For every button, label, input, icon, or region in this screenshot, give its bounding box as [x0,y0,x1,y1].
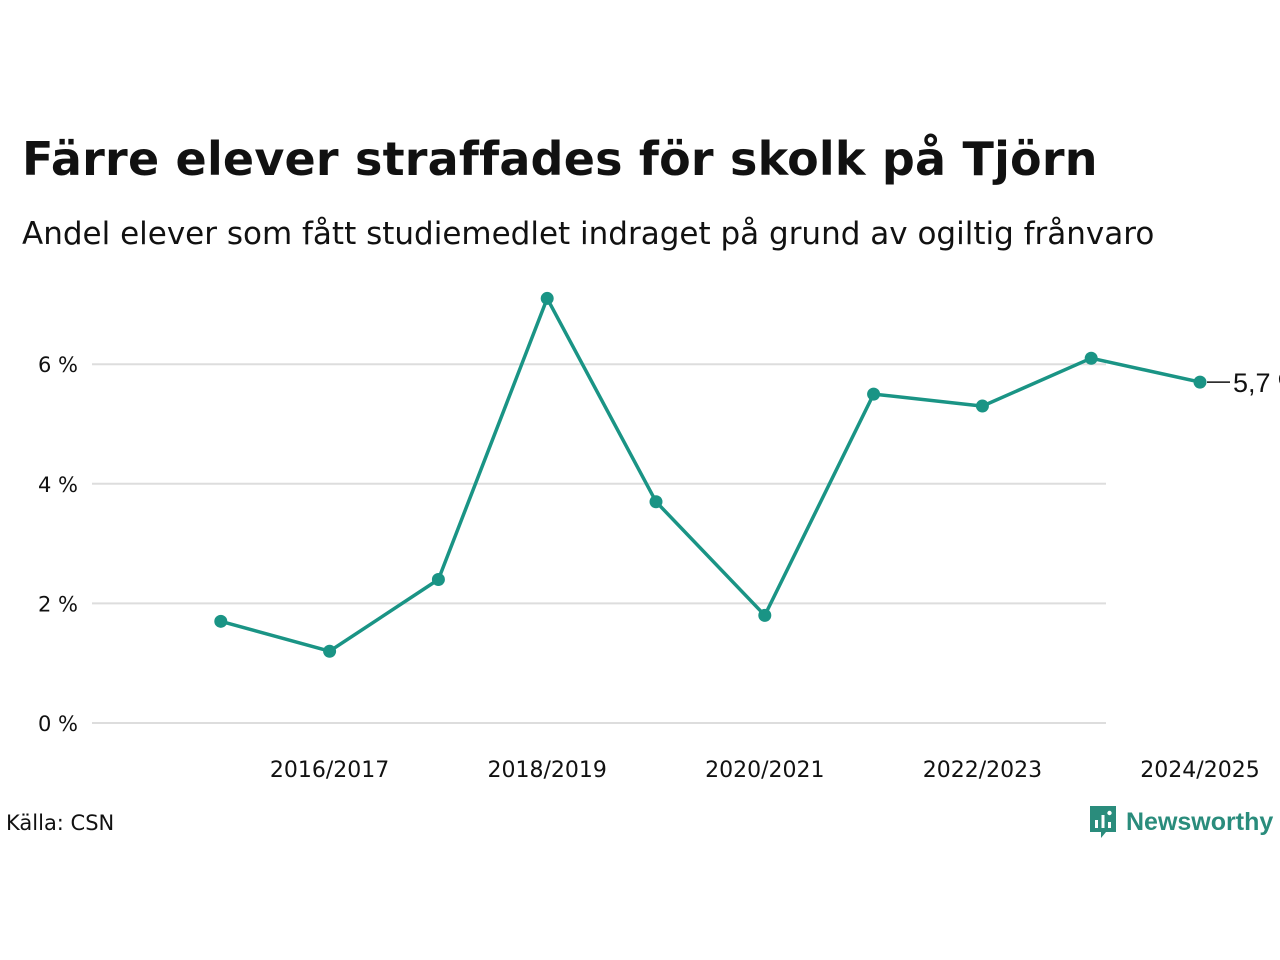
y-tick-label: 0 % [38,712,78,736]
data-point [431,572,445,586]
end-label-group: 5,7 % [1207,368,1280,398]
data-points [214,291,1207,658]
source-note: Källa: CSN [6,811,115,835]
x-tick-label: 2016/2017 [270,758,389,783]
bar-chart-speech-bubble-icon [1090,806,1116,838]
x-axis-tick-labels: 2016/2017 2018/2019 2020/2021 2022/2023 2024… [270,758,1260,783]
end-value-label: 5,7 % [1233,368,1280,398]
data-point [867,387,881,401]
y-tick-label: 4 % [38,473,78,497]
y-tick-label: 6 % [38,353,78,377]
newsworthy-logo: Newsworthy [1088,804,1273,840]
data-point [975,399,989,413]
x-tick-label: 2018/2019 [488,758,607,783]
data-point [649,495,663,509]
data-point [214,614,228,628]
series-line-group [219,296,1202,653]
data-point [758,608,772,622]
y-axis-tick-labels: 0 % 2 % 4 % 6 % [38,353,78,736]
chart-title: Färre elever straffades för skolk på Tjö… [22,132,1098,186]
x-tick-label: 2024/2025 [1140,758,1259,783]
gridlines [92,363,1106,724]
data-point [1084,351,1098,365]
data-point [540,291,554,305]
x-tick-label: 2020/2021 [705,758,824,783]
y-tick-label: 2 % [38,592,78,616]
brand-name: Newsworthy [1126,807,1274,836]
chart-subtitle: Andel elever som fått studiemedlet indra… [22,216,1155,252]
data-point [1193,375,1207,389]
series-line [219,296,1202,653]
x-tick-label: 2022/2023 [923,758,1042,783]
data-point [323,644,337,658]
